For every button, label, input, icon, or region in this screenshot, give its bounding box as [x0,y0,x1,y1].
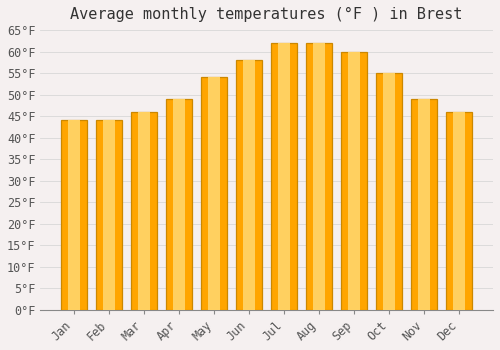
Bar [411,99,438,310]
Bar [306,43,332,310]
Bar [201,77,228,310]
Bar [96,120,122,310]
Bar [341,51,367,310]
Bar [208,77,220,310]
Bar [166,99,192,310]
Bar [376,73,402,310]
Bar [138,112,150,310]
Bar [61,120,87,310]
Bar [454,112,466,310]
Bar [418,99,430,310]
Bar [68,120,80,310]
Bar [236,60,262,310]
Bar [103,120,115,310]
Bar [173,99,185,310]
Bar [384,73,395,310]
Bar [271,43,297,310]
Bar [244,60,255,310]
Bar [278,43,290,310]
Bar [131,112,157,310]
Bar [446,112,472,310]
Bar [348,51,360,310]
Title: Average monthly temperatures (°F ) in Brest: Average monthly temperatures (°F ) in Br… [70,7,463,22]
Bar [314,43,325,310]
